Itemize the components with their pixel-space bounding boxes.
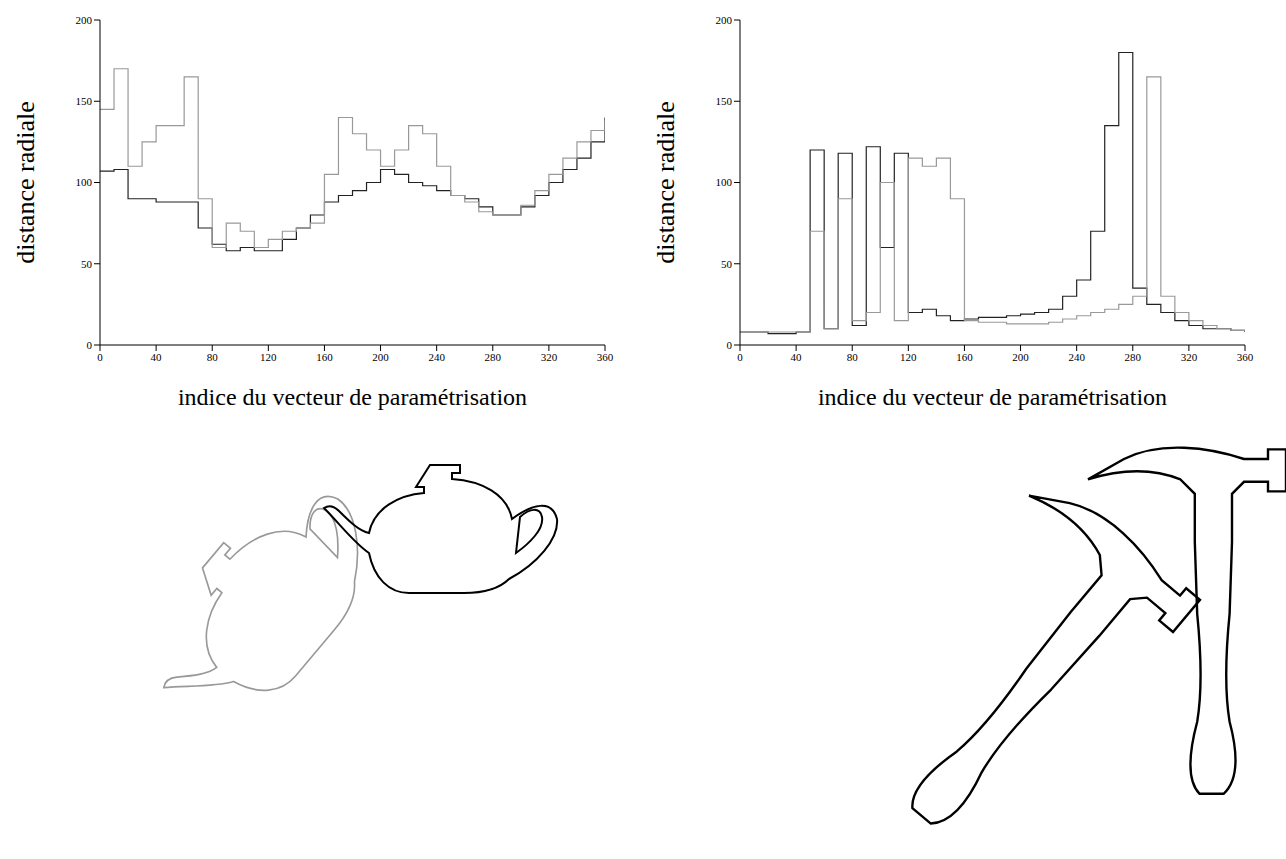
svg-text:80: 80 [207,351,219,363]
svg-text:150: 150 [76,95,93,107]
svg-text:50: 50 [721,258,733,270]
svg-text:160: 160 [316,351,333,363]
svg-text:200: 200 [76,14,93,26]
svg-text:0: 0 [97,351,103,363]
svg-text:100: 100 [716,176,733,188]
svg-text:280: 280 [1125,351,1142,363]
svg-text:indice du vecteur de paramétri: indice du vecteur de paramétrisation [178,384,527,410]
svg-text:50: 50 [81,258,93,270]
svg-text:240: 240 [428,351,445,363]
svg-text:80: 80 [847,351,859,363]
svg-text:160: 160 [956,351,973,363]
svg-text:100: 100 [76,176,93,188]
svg-text:200: 200 [1012,351,1029,363]
svg-text:0: 0 [87,339,93,351]
svg-text:0: 0 [727,339,733,351]
svg-text:200: 200 [716,14,733,26]
svg-text:360: 360 [1237,351,1254,363]
svg-text:150: 150 [716,95,733,107]
svg-text:40: 40 [791,351,803,363]
svg-text:120: 120 [900,351,917,363]
svg-text:distance radiale: distance radiale [11,101,40,263]
svg-text:240: 240 [1068,351,1085,363]
svg-text:320: 320 [1181,351,1198,363]
svg-text:280: 280 [485,351,502,363]
svg-text:320: 320 [541,351,558,363]
svg-text:distance radiale: distance radiale [651,101,680,263]
svg-text:360: 360 [597,351,614,363]
svg-text:120: 120 [260,351,277,363]
svg-text:indice du vecteur de paramétri: indice du vecteur de paramétrisation [818,384,1167,410]
svg-text:200: 200 [372,351,389,363]
svg-text:0: 0 [737,351,743,363]
svg-text:40: 40 [151,351,163,363]
